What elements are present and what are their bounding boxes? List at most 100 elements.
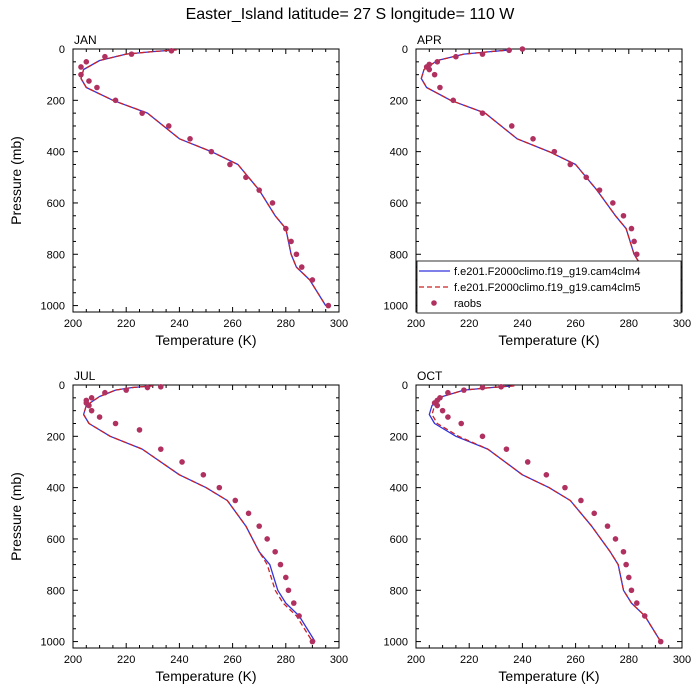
series-line-cam4clm4 — [428, 385, 662, 642]
legend-entry-label: raobs — [454, 298, 482, 310]
raobs-point — [591, 510, 598, 517]
raobs-point — [187, 136, 193, 142]
raobs-point — [232, 497, 239, 504]
y-tick-label: 0 — [59, 44, 65, 56]
x-tick-label: 200 — [407, 318, 425, 330]
raobs-point — [612, 536, 619, 542]
plot-frame — [415, 384, 683, 649]
y-tick-label: 0 — [402, 44, 408, 56]
x-axis-label: Temperature (K) — [155, 332, 256, 348]
raobs-point — [112, 420, 119, 427]
raobs-point — [165, 123, 172, 129]
panel-month-label: APR — [417, 33, 442, 47]
raobs-point — [269, 200, 276, 206]
raobs-point — [628, 587, 635, 594]
raobs-point — [283, 574, 289, 581]
raobs-point — [551, 148, 558, 155]
x-tick-label: 300 — [673, 654, 691, 666]
y-tick-label: 600 — [47, 198, 65, 210]
raobs-point — [583, 174, 590, 181]
y-tick-label: 0 — [402, 380, 408, 392]
raobs-point — [479, 51, 486, 57]
raobs-point — [508, 123, 515, 129]
raobs-point — [445, 414, 451, 420]
plot-frame — [72, 48, 340, 313]
legend-entry-label: f.e201.F2000climo.f19_g19.cam4clm4 — [454, 266, 641, 278]
y-tick-label: 600 — [47, 534, 65, 546]
raobs-point — [272, 548, 278, 555]
x-tick-label: 260 — [223, 654, 241, 666]
raobs-point — [543, 472, 550, 478]
raobs-point — [285, 587, 292, 594]
figure-title: Easter_Island latitude= 27 S longitude= … — [186, 6, 516, 23]
y-axis-label: Pressure (mb) — [8, 472, 24, 561]
panel-month-label: JAN — [74, 33, 97, 47]
raobs-point — [168, 47, 175, 54]
x-tick-label: 220 — [117, 318, 135, 330]
raobs-point — [604, 523, 611, 529]
raobs-point — [128, 51, 135, 57]
x-tick-label: 220 — [460, 318, 478, 330]
raobs-point — [426, 66, 433, 73]
raobs-point — [623, 561, 629, 568]
raobs-point — [245, 510, 252, 517]
raobs-point — [78, 64, 84, 70]
panel-month-label: JUL — [74, 369, 96, 383]
raobs-point — [325, 302, 332, 309]
legend-box — [416, 260, 682, 314]
raobs-point — [123, 387, 129, 393]
legend: f.e201.F2000climo.f19_g19.cam4clm4 f.e201… — [416, 260, 682, 314]
raobs-point — [256, 523, 263, 529]
raobs-point — [562, 484, 568, 491]
raobs-point — [530, 136, 536, 142]
raobs-point — [227, 161, 233, 168]
panels: 200 220 240 260 280 300 0 200 400 600 800 1000 JAN Te… — [8, 33, 691, 684]
raobs-point — [431, 71, 438, 78]
y-tick-label: 200 — [47, 431, 65, 443]
y-tick-label: 400 — [47, 483, 65, 495]
x-tick-label: 220 — [460, 654, 478, 666]
raobs-point — [86, 402, 92, 409]
raobs-point — [458, 420, 465, 427]
raobs-point — [112, 97, 119, 104]
raobs-point — [626, 574, 632, 581]
raobs-point — [434, 59, 441, 65]
raobs-point — [461, 387, 467, 393]
raobs-point — [453, 53, 459, 60]
panel-oct: 200 220 240 260 280 300 0 200 400 600 800 1000 OCT Te… — [384, 369, 692, 684]
raobs-point — [216, 484, 223, 491]
raobs-point — [243, 174, 249, 181]
raobs-point — [208, 148, 215, 155]
x-tick-label: 260 — [223, 318, 241, 330]
panel-jul: 200 220 240 260 280 300 0 200 400 600 800 1000 JUL Te… — [8, 369, 348, 684]
raobs-point — [78, 71, 84, 78]
raobs-point — [83, 59, 90, 65]
y-tick-label: 1000 — [384, 301, 408, 313]
raobs-point — [102, 389, 108, 396]
raobs-point — [578, 497, 584, 504]
raobs-point — [503, 446, 510, 452]
x-tick-label: 260 — [566, 318, 584, 330]
raobs-point — [88, 395, 95, 401]
raobs-point — [506, 47, 512, 54]
y-tick-label: 200 — [47, 95, 65, 107]
y-tick-label: 800 — [47, 585, 65, 597]
raobs-point — [445, 389, 451, 396]
x-tick-label: 240 — [513, 318, 531, 330]
raobs-point — [200, 472, 207, 478]
raobs-point — [450, 97, 457, 104]
x-tick-label: 240 — [170, 654, 188, 666]
x-tick-label: 260 — [566, 654, 584, 666]
raobs-point — [88, 407, 95, 414]
panel-jan: 200 220 240 260 280 300 0 200 400 600 800 1000 JAN Te… — [8, 33, 348, 348]
y-tick-label: 400 — [47, 147, 65, 159]
x-tick-label: 300 — [330, 318, 348, 330]
raobs-point — [631, 238, 637, 245]
y-tick-label: 800 — [390, 585, 408, 597]
raobs-point — [139, 110, 145, 116]
raobs-point — [641, 613, 648, 619]
raobs-point — [633, 251, 640, 258]
panel-month-label: OCT — [417, 369, 443, 383]
raobs-point — [434, 402, 441, 409]
